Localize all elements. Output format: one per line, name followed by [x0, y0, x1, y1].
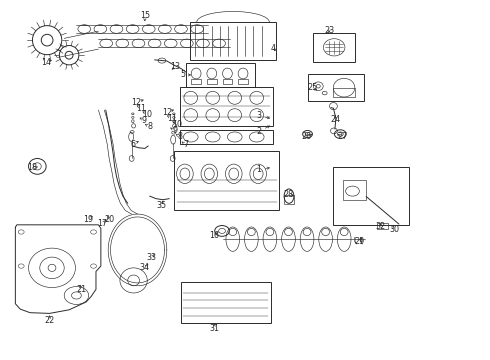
Bar — [343, 180, 366, 200]
Text: 13: 13 — [171, 62, 181, 71]
Text: 18: 18 — [27, 163, 37, 172]
Text: 19: 19 — [84, 215, 94, 224]
Text: 28: 28 — [283, 190, 293, 199]
Text: 10: 10 — [172, 120, 183, 129]
Bar — [207, 78, 217, 84]
Bar — [180, 282, 271, 323]
Text: 11: 11 — [136, 104, 147, 113]
Text: 8: 8 — [147, 122, 152, 131]
Text: 8: 8 — [177, 132, 182, 141]
Text: 17: 17 — [97, 219, 107, 228]
Text: 24: 24 — [330, 115, 341, 124]
Text: 26: 26 — [301, 132, 311, 141]
Text: 27: 27 — [338, 132, 348, 141]
Bar — [333, 87, 355, 97]
Text: 3: 3 — [256, 111, 261, 120]
Text: 12: 12 — [162, 108, 172, 117]
Bar — [284, 195, 294, 204]
Text: 2: 2 — [256, 127, 261, 136]
Bar — [314, 33, 355, 62]
Bar — [190, 22, 276, 60]
Bar — [174, 151, 279, 211]
Text: 20: 20 — [104, 215, 114, 224]
Bar — [238, 78, 248, 84]
Text: 32: 32 — [376, 222, 386, 231]
Text: 14: 14 — [41, 58, 51, 67]
Bar — [180, 87, 273, 126]
Text: 21: 21 — [76, 285, 86, 294]
Text: 4: 4 — [271, 44, 276, 53]
Text: 10: 10 — [142, 110, 152, 119]
Text: 6: 6 — [130, 140, 135, 149]
Text: 23: 23 — [324, 26, 334, 35]
Text: 31: 31 — [209, 324, 219, 333]
Text: 35: 35 — [157, 201, 167, 210]
Text: 12: 12 — [131, 98, 142, 107]
Bar — [186, 63, 255, 87]
Text: 29: 29 — [355, 237, 365, 246]
Bar — [333, 167, 409, 225]
Bar — [222, 78, 232, 84]
Bar — [180, 130, 273, 144]
Text: 9: 9 — [142, 116, 147, 125]
Text: 22: 22 — [45, 316, 55, 325]
Text: 33: 33 — [146, 253, 156, 262]
Text: 34: 34 — [140, 264, 150, 273]
Text: 15: 15 — [140, 10, 150, 19]
Bar — [377, 223, 388, 229]
Text: 25: 25 — [307, 83, 318, 92]
Bar — [308, 74, 364, 101]
Text: 30: 30 — [389, 225, 399, 234]
Text: 9: 9 — [172, 126, 177, 135]
Text: 1: 1 — [256, 165, 261, 174]
Bar — [191, 78, 201, 84]
Text: 7: 7 — [184, 140, 189, 149]
Text: 11: 11 — [167, 114, 177, 123]
Text: 16: 16 — [209, 231, 219, 240]
Text: 5: 5 — [181, 71, 186, 80]
